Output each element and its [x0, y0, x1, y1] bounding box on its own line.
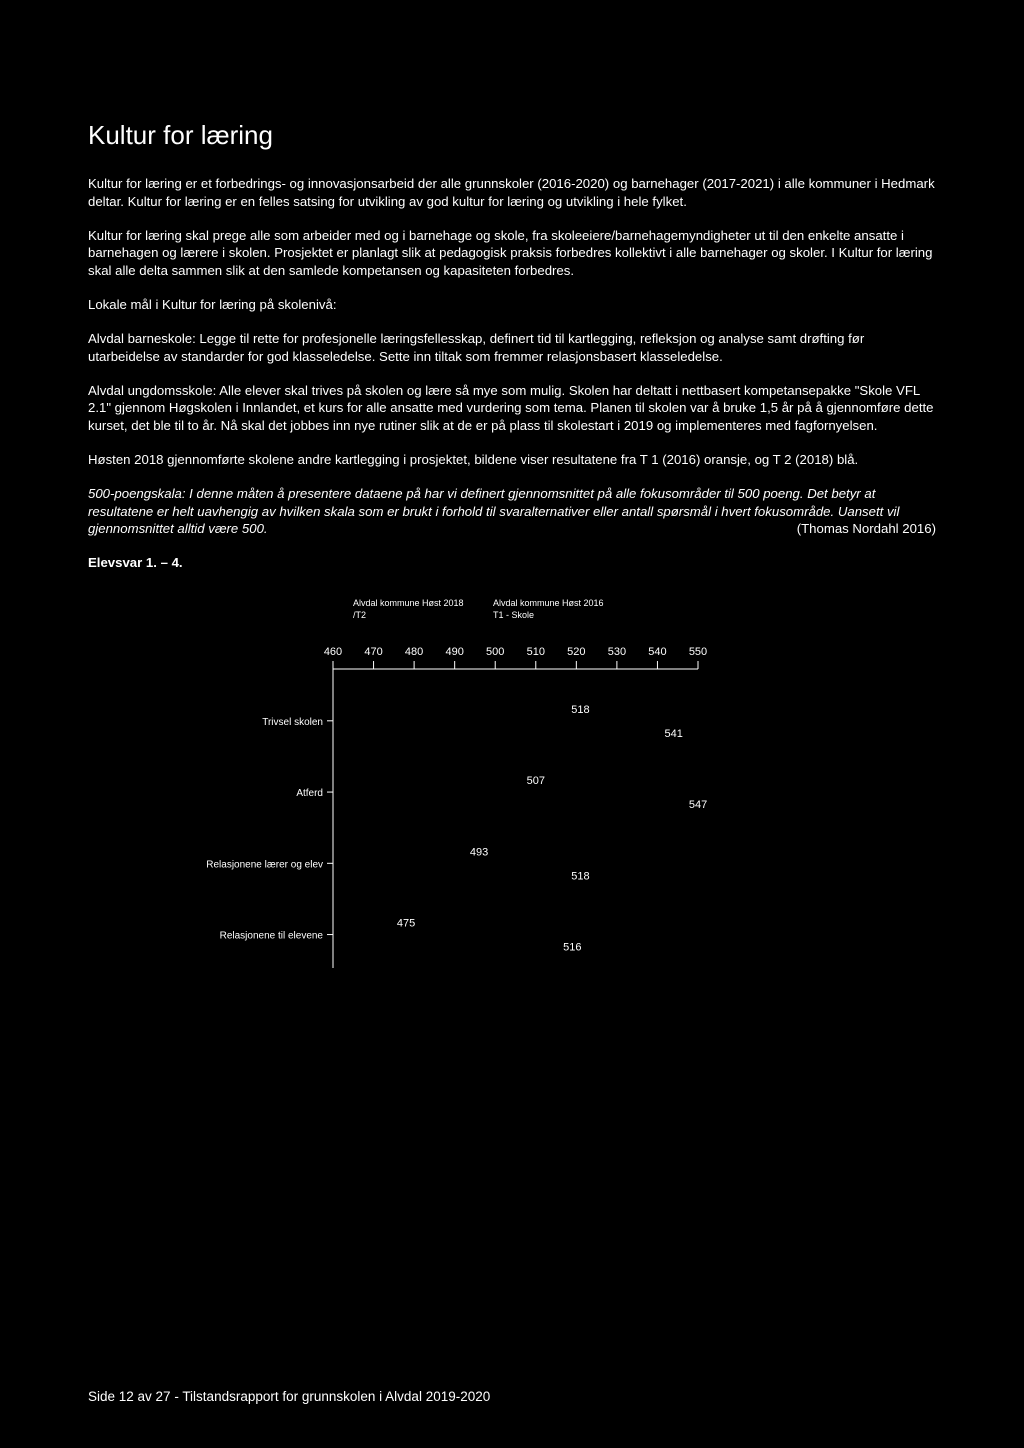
- svg-text:550: 550: [689, 646, 707, 658]
- elevsvar-chart: Alvdal kommune Høst 2018/T2 Alvdal kommun…: [158, 588, 718, 988]
- paragraph-7-text: 500-poengskala: I denne måten å presente…: [88, 486, 899, 537]
- paragraph-5: Alvdal ungdomsskole: Alle elever skal tr…: [88, 382, 936, 435]
- paragraph-2: Kultur for læring skal prege alle som ar…: [88, 227, 936, 280]
- svg-text:/T2: /T2: [353, 610, 366, 620]
- svg-text:540: 540: [648, 646, 666, 658]
- svg-text:470: 470: [364, 646, 382, 658]
- page-footer: Side 12 av 27 - Tilstandsrapport for gru…: [88, 1389, 490, 1404]
- svg-text:T1 - Skole: T1 - Skole: [493, 610, 534, 620]
- chart-container: Alvdal kommune Høst 2018/T2 Alvdal kommun…: [98, 588, 936, 993]
- svg-text:Alvdal kommune Høst 2018: Alvdal kommune Høst 2018: [353, 598, 464, 608]
- svg-text:541: 541: [665, 728, 683, 740]
- svg-text:507: 507: [527, 775, 545, 787]
- svg-text:493: 493: [470, 846, 488, 858]
- svg-text:Relasjonene lærer og elev: Relasjonene lærer og elev: [206, 859, 323, 870]
- svg-text:520: 520: [567, 646, 585, 658]
- paragraph-4: Alvdal barneskole: Legge til rette for p…: [88, 330, 936, 366]
- paragraph-6: Høsten 2018 gjennomførte skolene andre k…: [88, 451, 936, 469]
- svg-text:Atferd: Atferd: [296, 788, 323, 799]
- paragraph-1: Kultur for læring er et forbedrings- og …: [88, 175, 936, 211]
- svg-text:480: 480: [405, 646, 423, 658]
- svg-text:475: 475: [397, 918, 415, 930]
- chart-heading: Elevsvar 1. – 4.: [88, 554, 936, 572]
- svg-text:Trivsel skolen: Trivsel skolen: [262, 717, 323, 728]
- page-title: Kultur for læring: [88, 120, 936, 151]
- svg-text:460: 460: [324, 646, 342, 658]
- svg-text:500: 500: [486, 646, 504, 658]
- svg-text:518: 518: [571, 870, 589, 882]
- paragraph-7-attribution: (Thomas Nordahl 2016): [797, 520, 936, 538]
- svg-text:Alvdal kommune Høst 2016: Alvdal kommune Høst 2016: [493, 598, 604, 608]
- svg-text:516: 516: [563, 942, 581, 954]
- paragraph-3: Lokale mål i Kultur for læring på skolen…: [88, 296, 936, 314]
- svg-text:Relasjonene til elevene: Relasjonene til elevene: [220, 931, 324, 942]
- svg-text:547: 547: [689, 799, 707, 811]
- svg-text:530: 530: [608, 646, 626, 658]
- paragraph-7: 500-poengskala: I denne måten å presente…: [88, 485, 936, 538]
- svg-text:518: 518: [571, 704, 589, 716]
- svg-text:510: 510: [527, 646, 545, 658]
- svg-text:490: 490: [445, 646, 463, 658]
